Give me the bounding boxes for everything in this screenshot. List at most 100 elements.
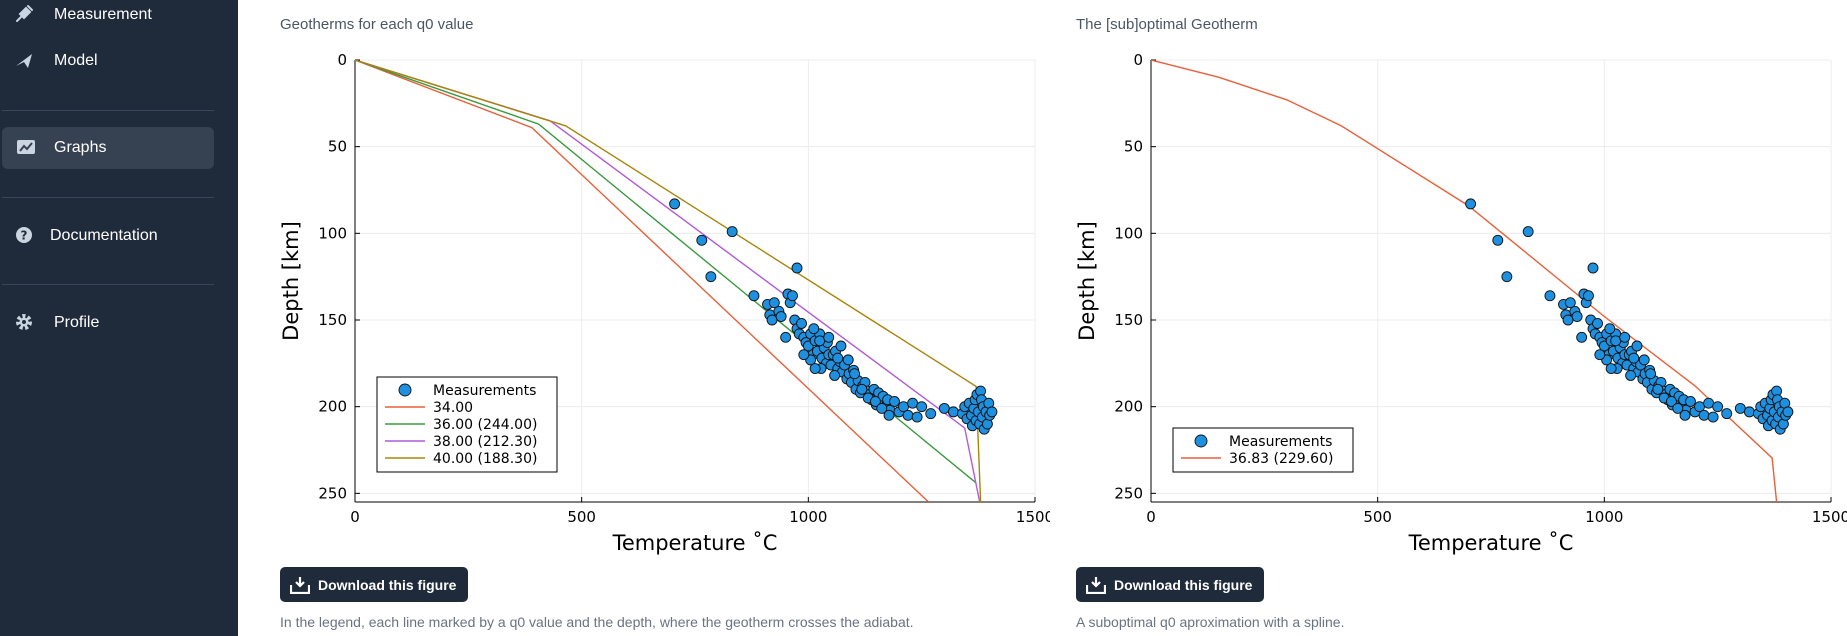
data-point xyxy=(916,401,928,413)
data-point xyxy=(849,368,861,380)
download-figure-button[interactable]: Download this figure xyxy=(1076,567,1265,602)
data-point xyxy=(1619,331,1631,343)
sidebar-divider xyxy=(2,197,214,198)
panel-title: Geotherms for each q0 value xyxy=(280,16,474,33)
chart-icon xyxy=(16,137,36,157)
optimal-geotherm-chart: 0 500 1000 1500 0 50 100 150 200 250 Temperature ˚… xyxy=(1075,51,1847,555)
data-point xyxy=(1592,318,1603,329)
data-point xyxy=(696,234,708,246)
geotherms-chart: 0 500 1000 1500 0 50 100 150 200 250 Temperature ˚… xyxy=(279,51,1050,555)
legend-label: Measurements xyxy=(433,383,536,399)
x-tick-label: 1000 xyxy=(1585,508,1623,526)
data-point xyxy=(1571,311,1583,322)
data-point xyxy=(809,363,821,374)
x-axis-label: Temperature ˚C xyxy=(612,531,778,555)
y-tick-label: 0 xyxy=(337,51,347,69)
y-tick-label: 50 xyxy=(1124,138,1143,156)
plot-area xyxy=(1151,60,1794,502)
data-point xyxy=(669,198,681,210)
legend-label: 40.00 (188.30) xyxy=(433,451,537,467)
data-point xyxy=(1501,271,1513,283)
data-point xyxy=(1743,406,1755,418)
data-point xyxy=(1544,290,1556,302)
data-point xyxy=(1564,297,1576,309)
data-point xyxy=(869,396,881,407)
data-point xyxy=(1685,396,1696,407)
download-button-label: Download this figure xyxy=(318,576,457,593)
y-tick-label: 100 xyxy=(1114,224,1143,242)
legend-label: 38.00 (212.30) xyxy=(433,434,537,450)
sidebar-item-label: Graphs xyxy=(54,139,107,156)
syringe-icon xyxy=(14,4,34,24)
y-tick-label: 50 xyxy=(328,138,347,156)
sidebar-divider xyxy=(2,284,214,285)
legend-marker xyxy=(398,383,412,397)
data-point xyxy=(1645,368,1657,380)
data-point xyxy=(791,262,803,274)
x-tick-label: 500 xyxy=(1363,508,1392,526)
x-tick-label: 0 xyxy=(1146,508,1156,526)
data-point xyxy=(911,411,923,423)
data-point xyxy=(1703,397,1715,409)
data-point xyxy=(1604,323,1616,335)
data-point xyxy=(1628,352,1640,364)
data-point xyxy=(947,406,959,418)
data-point xyxy=(766,314,778,326)
svg-text:?: ? xyxy=(21,229,28,243)
panel-title: The [sub]optimal Geotherm xyxy=(1076,16,1258,33)
data-point xyxy=(876,402,888,414)
download-icon xyxy=(1086,576,1106,594)
legend-label: 34.00 xyxy=(433,400,473,416)
data-point xyxy=(1631,340,1643,352)
data-point xyxy=(1672,402,1684,414)
download-icon xyxy=(290,576,310,594)
data-point xyxy=(1638,354,1650,366)
data-point xyxy=(1707,411,1719,423)
data-point xyxy=(889,396,900,407)
legend-label: 36.00 (244.00) xyxy=(433,417,537,433)
download-figure-button[interactable]: Download this figure xyxy=(280,567,469,602)
data-point xyxy=(705,271,717,283)
data-point xyxy=(1625,370,1637,381)
y-tick-label: 0 xyxy=(1133,51,1143,69)
data-point xyxy=(1698,409,1710,421)
x-axis-label: Temperature ˚C xyxy=(1408,531,1574,555)
data-point xyxy=(832,352,844,364)
y-tick-label: 100 xyxy=(318,224,347,242)
y-tick-label: 250 xyxy=(1114,484,1143,502)
data-point xyxy=(814,335,826,347)
data-point xyxy=(748,290,760,302)
y-tick-label: 200 xyxy=(318,398,347,416)
sidebar-item-graphs[interactable]: Graphs xyxy=(2,127,214,169)
data-point xyxy=(1652,383,1664,395)
data-point xyxy=(938,402,950,414)
data-point xyxy=(1605,363,1617,374)
figure-caption: In the legend, each line marked by a q0 … xyxy=(280,614,914,630)
data-point xyxy=(856,383,868,395)
legend-label: Measurements xyxy=(1229,434,1332,450)
data-point xyxy=(835,340,847,352)
y-tick-label: 150 xyxy=(1114,311,1143,329)
download-button-label: Download this figure xyxy=(1114,576,1253,593)
series-line xyxy=(355,60,929,502)
sidebar-item-label: Model xyxy=(54,52,98,69)
data-point xyxy=(1587,262,1599,274)
data-point xyxy=(1522,226,1534,238)
legend-label: 36.83 (229.60) xyxy=(1229,451,1333,467)
x-tick-label: 1500 xyxy=(1812,508,1847,526)
data-point xyxy=(1576,331,1588,343)
sidebar-item-label: Measurement xyxy=(54,6,152,23)
data-point xyxy=(842,354,854,366)
data-point xyxy=(1712,401,1724,413)
y-tick-label: 150 xyxy=(318,311,347,329)
series-line xyxy=(355,60,982,502)
sidebar-item-label: Documentation xyxy=(50,227,158,244)
data-point xyxy=(798,349,810,361)
data-point xyxy=(768,297,780,309)
x-tick-label: 1500 xyxy=(1016,508,1050,526)
data-point xyxy=(780,331,792,343)
data-point xyxy=(1721,408,1733,420)
x-tick-label: 500 xyxy=(567,508,596,526)
data-point xyxy=(726,226,738,238)
data-point xyxy=(883,409,895,421)
